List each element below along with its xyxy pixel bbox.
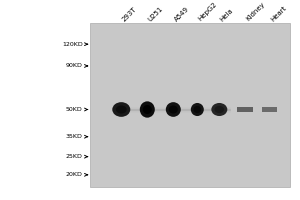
Bar: [262, 107, 277, 112]
Text: 120KD: 120KD: [62, 42, 83, 47]
Ellipse shape: [116, 105, 127, 114]
Text: 50KD: 50KD: [66, 107, 83, 112]
Bar: [237, 107, 253, 112]
Ellipse shape: [169, 105, 178, 114]
Text: 20KD: 20KD: [66, 172, 83, 177]
Ellipse shape: [191, 103, 204, 116]
Text: 90KD: 90KD: [66, 63, 83, 68]
Text: Heart: Heart: [269, 4, 287, 22]
Ellipse shape: [112, 102, 130, 117]
Text: U251: U251: [147, 5, 164, 22]
Text: 35KD: 35KD: [66, 134, 83, 139]
Bar: [90, 23, 290, 187]
Text: HepG2: HepG2: [197, 1, 218, 22]
Text: Kidney: Kidney: [245, 1, 266, 22]
Text: 25KD: 25KD: [66, 154, 83, 159]
Ellipse shape: [140, 101, 155, 118]
Text: 293T: 293T: [121, 6, 138, 22]
Text: A549: A549: [173, 5, 190, 22]
Ellipse shape: [194, 106, 201, 113]
Ellipse shape: [214, 106, 224, 113]
Ellipse shape: [211, 103, 227, 116]
Ellipse shape: [166, 102, 181, 117]
Text: Hela: Hela: [219, 7, 235, 22]
Ellipse shape: [143, 105, 152, 114]
